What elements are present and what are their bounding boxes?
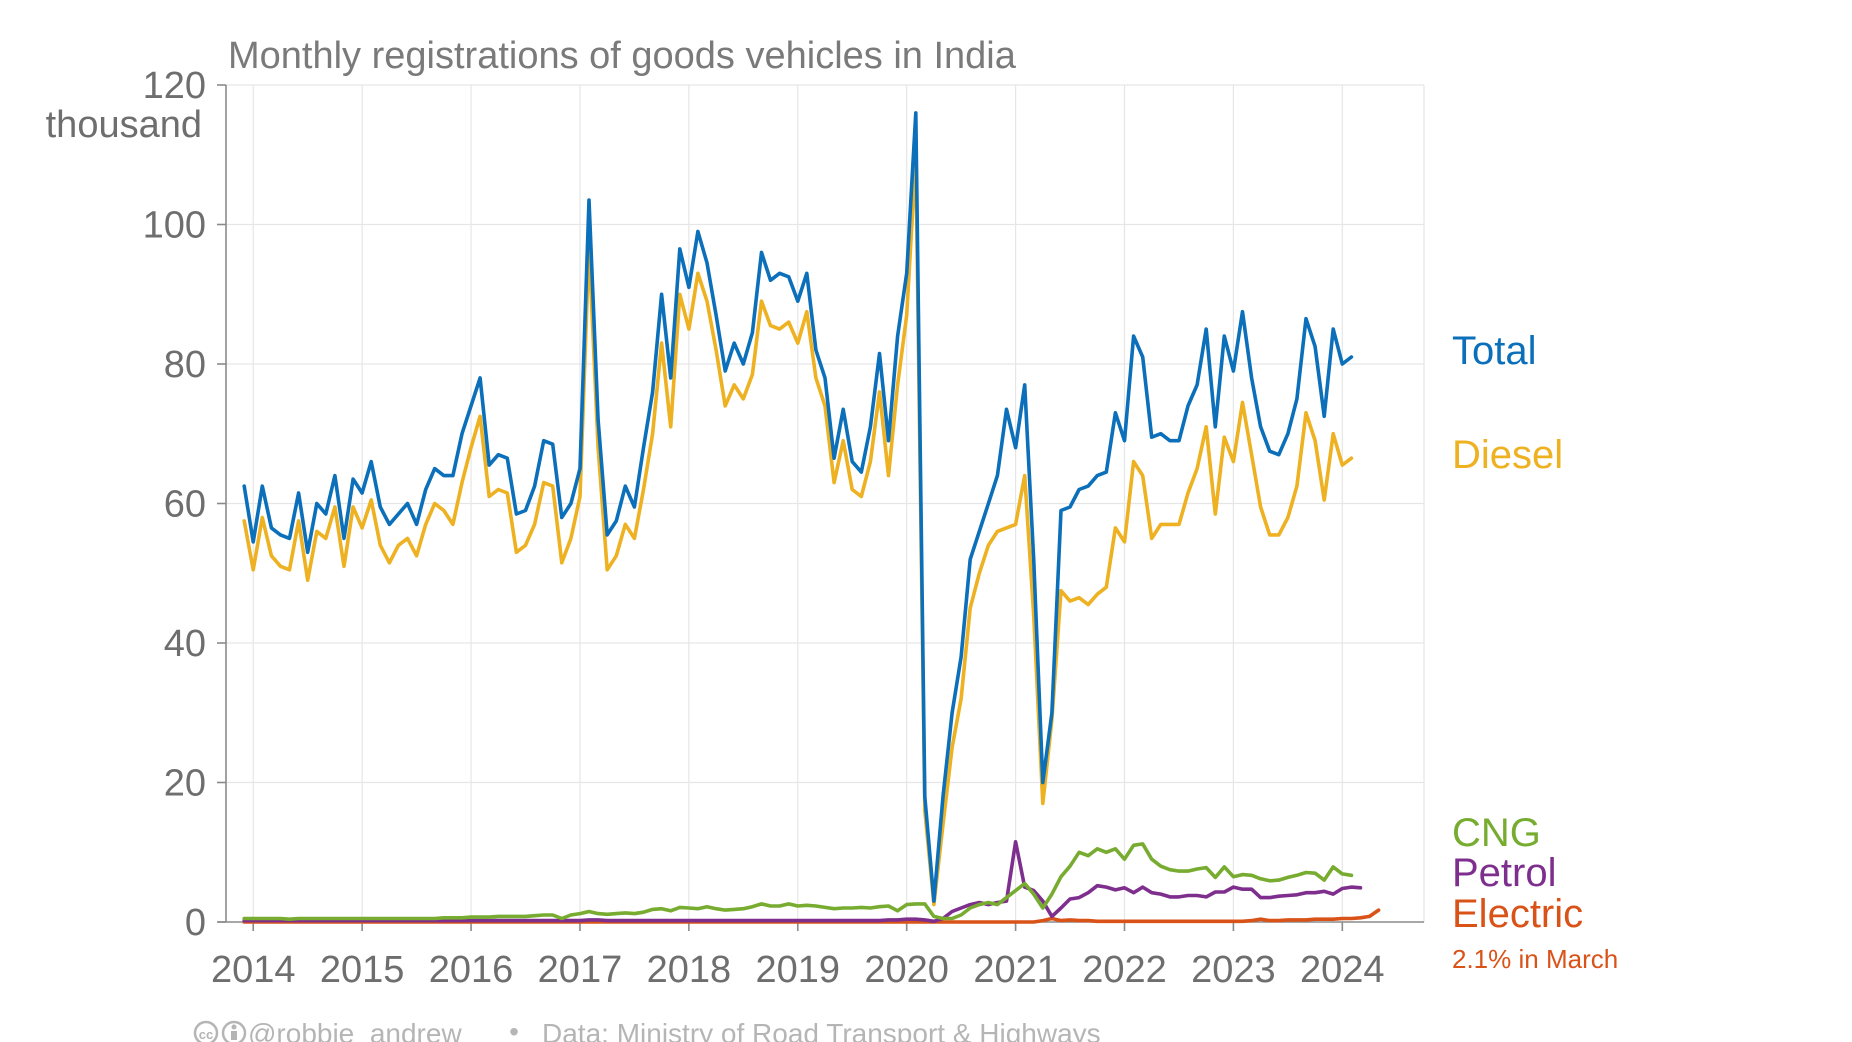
series-line-diesel [242, 153, 1354, 907]
x-tick-label: 2024 [1300, 949, 1385, 991]
x-tick-label: 2020 [864, 949, 949, 991]
y-tick-label: 100 [143, 205, 206, 247]
y-tick-label: 40 [164, 623, 206, 665]
y-tick-label: 80 [164, 344, 206, 386]
legend-label-electric: Electric [1452, 892, 1583, 936]
by-icon [221, 1020, 247, 1042]
y-tick-label: 120 [143, 65, 206, 107]
series-line-petrol [242, 839, 1363, 924]
x-tick-label: 2018 [647, 949, 732, 991]
series-lines [242, 111, 1381, 924]
data-source: Data: Ministry of Road Transport & Highw… [542, 1018, 1101, 1042]
y-tick-label: 20 [164, 763, 206, 805]
legend-label-total: Total [1452, 329, 1537, 373]
y-unit-label: thousand [46, 104, 202, 146]
x-tick-label: 2015 [320, 949, 405, 991]
grid [226, 84, 1425, 922]
cc-icon: cc [193, 1020, 219, 1042]
legend-label-cng: CNG [1452, 811, 1541, 855]
axes: 0 20 40 60 80 100 120 2014 2015 2016 2017 2018 2019 2… [143, 65, 1424, 991]
x-tick-label: 2022 [1082, 949, 1167, 991]
x-tick-label: 2023 [1191, 949, 1276, 991]
y-tick-label: 60 [164, 484, 206, 526]
x-tick-label: 2016 [429, 949, 514, 991]
series-line-cng [242, 842, 1354, 922]
credit-handle: @robbie_andrew [248, 1018, 462, 1042]
legend-label-diesel: Diesel [1452, 433, 1563, 477]
annotation-electric-share: 2.1% in March [1452, 944, 1618, 974]
footer: cc @robbie_andrew • Data: Ministry of Ro… [193, 1016, 1101, 1042]
x-tick-label: 2021 [973, 949, 1058, 991]
series-line-total [242, 111, 1354, 903]
legend-label-petrol: Petrol [1452, 851, 1557, 895]
x-tick-label: 2017 [538, 949, 623, 991]
credit-separator: • [509, 1016, 519, 1042]
x-tick-label: 2019 [755, 949, 840, 991]
chart-title: Monthly registrations of goods vehicles … [228, 35, 1017, 77]
x-tick-label: 2014 [211, 949, 296, 991]
svg-text:cc: cc [199, 1027, 213, 1042]
y-tick-label: 0 [185, 902, 206, 944]
